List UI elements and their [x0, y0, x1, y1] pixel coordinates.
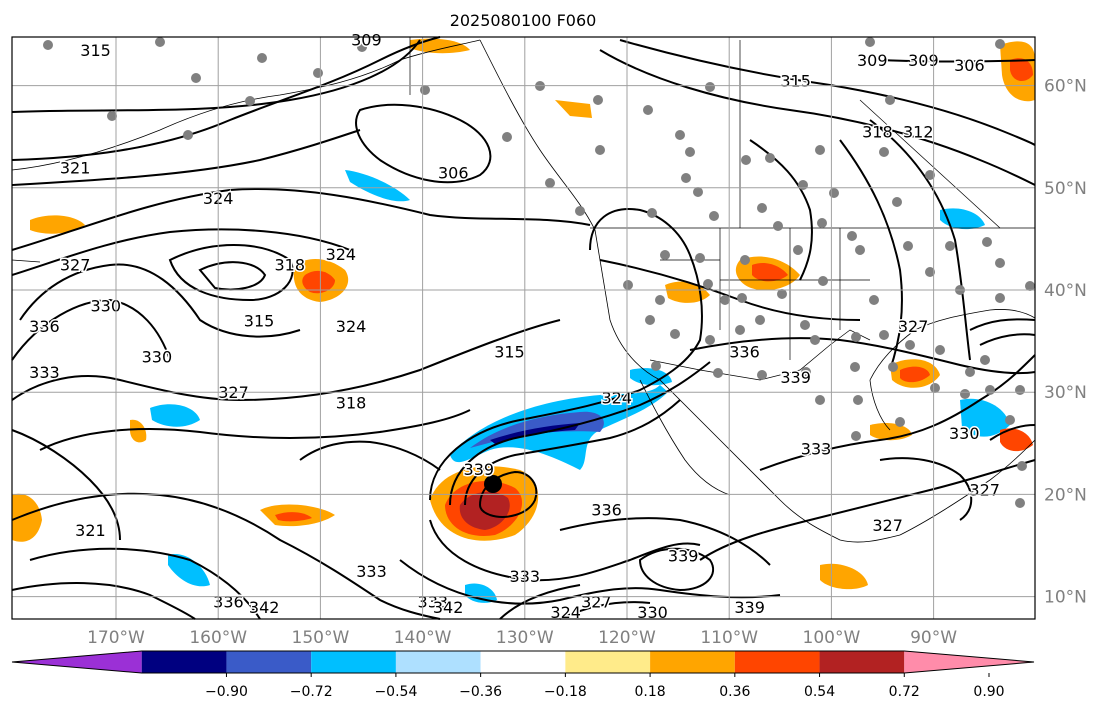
contour-label: 342	[249, 598, 280, 617]
contour-label: 333	[801, 439, 832, 458]
theta-e-contours	[11, 36, 1036, 620]
colorbar-segment	[141, 651, 227, 673]
contour-label: 342	[433, 598, 464, 617]
longitude-tick-label: 130°W	[496, 628, 554, 648]
colorbar-segment	[734, 651, 820, 673]
contour-label: 339	[668, 547, 699, 566]
contour-label: 333	[29, 363, 60, 382]
latitude-tick-labels: 60°N 50°N 40°N 30°N 20°N 10°N	[1044, 77, 1087, 608]
longitude-tick-label: 90°W	[910, 628, 957, 648]
contour-label: 309	[857, 51, 888, 70]
contour-label: 309	[351, 31, 382, 50]
contour-label: 306	[438, 163, 469, 182]
contour-label: 321	[60, 158, 91, 177]
cyclone-center-marker	[484, 475, 502, 493]
colorbar-extend-min	[12, 651, 142, 673]
contour-label: 318	[336, 393, 367, 412]
colorbar-segment	[480, 651, 566, 673]
longitude-tick-label: 140°W	[394, 628, 452, 648]
contour-label: 327	[969, 480, 1000, 499]
contour-label: 324	[550, 603, 581, 622]
colorbar: −0.90 −0.72 −0.54 −0.36 −0.18 0.18 0.36 0.54 0.7…	[11, 650, 1035, 700]
contour-label: 327	[581, 593, 612, 612]
longitude-tick-label: 160°W	[189, 628, 247, 648]
contour-label: 315	[244, 312, 275, 331]
contour-label: 312	[903, 123, 934, 142]
contour-label: 318	[274, 255, 305, 274]
colorbar-tick-label: −0.36	[459, 684, 502, 700]
contour-label: 318	[862, 123, 893, 142]
contour-label: 333	[356, 562, 387, 581]
colorbar-tick-label: −0.18	[544, 684, 587, 700]
colorbar-tick-label: −0.90	[205, 684, 248, 700]
colorbar-extend-max	[904, 651, 1034, 673]
colorbar-outline	[11, 650, 1035, 674]
longitude-tick-label: 100°W	[803, 628, 861, 648]
contour-label: 336	[729, 342, 760, 361]
colorbar-segment	[565, 651, 651, 673]
contour-label: 321	[75, 521, 106, 540]
colorbar-tick-label: −0.54	[374, 684, 417, 700]
contour-label: 339	[780, 368, 811, 387]
contour-label: 327	[898, 317, 929, 336]
graticule	[12, 37, 1035, 619]
colorbar-tick-label: 0.90	[973, 684, 1004, 700]
coastlines	[11, 39, 1036, 543]
contour-label: 315	[494, 342, 525, 361]
longitude-tick-label: 170°W	[87, 628, 145, 648]
contour-label: 330	[91, 296, 122, 315]
latitude-tick-label: 40°N	[1044, 281, 1087, 301]
colorbar-segment	[311, 651, 396, 673]
latitude-tick-label: 20°N	[1044, 485, 1087, 505]
map-title: 2025080100 F060	[450, 11, 597, 30]
colorbar-segment	[395, 651, 481, 673]
latitude-tick-label: 50°N	[1044, 179, 1087, 199]
longitude-tick-label: 150°W	[292, 628, 350, 648]
contour-label: 339	[464, 460, 495, 479]
contour-label: 330	[637, 603, 668, 622]
contour-label: 324	[326, 245, 357, 264]
latitude-tick-label: 30°N	[1044, 383, 1087, 403]
latitude-tick-label: 10°N	[1044, 588, 1087, 608]
contour-label: 306	[954, 56, 985, 75]
contour-label: 327	[60, 255, 91, 274]
colorbar-tick-label: 0.54	[804, 684, 835, 700]
contour-label: 327	[872, 516, 903, 535]
contour-label: 309	[908, 51, 939, 70]
colorbar-segment	[226, 651, 312, 673]
contour-label: 324	[336, 317, 367, 336]
contour-label: 336	[29, 317, 60, 336]
longitude-tick-label: 110°W	[700, 628, 758, 648]
longitude-tick-label: 120°W	[598, 628, 656, 648]
colorbar-segment	[650, 651, 735, 673]
contour-label: 315	[80, 41, 111, 60]
colorbar-tick-label: 0.18	[635, 684, 666, 700]
contour-label: 330	[142, 347, 173, 366]
station-markers	[43, 37, 1035, 508]
latitude-tick-label: 60°N	[1044, 77, 1087, 97]
colorbar-tick-label: −0.72	[290, 684, 333, 700]
colorbar-tick-label: 0.72	[889, 684, 920, 700]
contour-label: 315	[780, 71, 811, 90]
colorbar-tick-label: 0.36	[719, 684, 750, 700]
contour-label: 336	[591, 501, 622, 520]
contour-label: 330	[949, 424, 980, 443]
longitude-tick-labels: 170°W 160°W 150°W 140°W 130°W 120°W 110°W 100°W…	[87, 628, 957, 648]
contour-label: 339	[734, 598, 765, 617]
colorbar-segment	[819, 651, 905, 673]
